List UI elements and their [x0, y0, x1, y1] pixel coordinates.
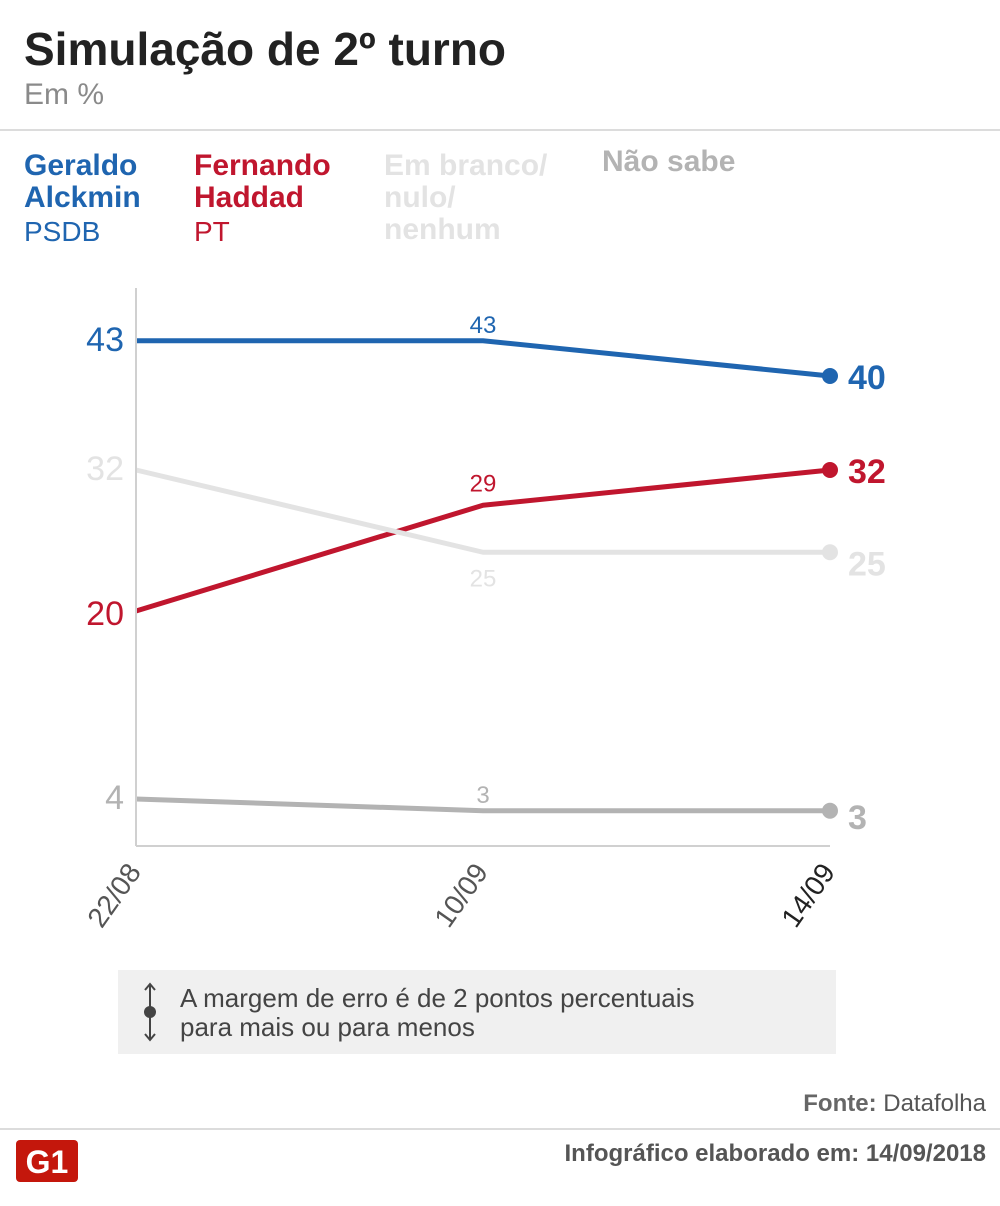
margin-of-error-text: A margem de erro é de 2 pontos percentua…: [180, 983, 695, 1042]
data-label-middle: 3: [476, 782, 489, 809]
source-value: Datafolha: [883, 1090, 986, 1117]
legend-entry-haddad: Fernando Haddad PT: [194, 150, 331, 248]
x-tick-label: 14/09: [775, 858, 841, 933]
legend-party: PSDB: [24, 216, 101, 247]
chart-title: Simulação de 2º turno: [24, 23, 507, 75]
credit-line: Infográfico elaborado em: 14/09/2018: [564, 1140, 987, 1167]
series-end-point-geraldo-alckmin: [822, 368, 838, 384]
g1-logo-background: [16, 1140, 78, 1182]
series-end-point-fernando-haddad: [822, 462, 838, 478]
footer-divider: [0, 1128, 1000, 1130]
legend-entry-nao-sabe: Não sabe: [602, 146, 735, 178]
series-line-geraldo-alckmin: [136, 338, 831, 379]
legend-name: Geraldo Alckmin: [24, 149, 141, 214]
data-label-start: 43: [86, 321, 124, 359]
legend-name: Fernando Haddad: [194, 149, 331, 214]
up-down-arrow-icon: [144, 982, 156, 1042]
source-label: Fonte:: [803, 1090, 877, 1117]
chart-subtitle: Em %: [24, 78, 105, 111]
data-label-start: 20: [86, 595, 124, 633]
data-label-middle: 43: [470, 312, 497, 339]
legend-name: Em branco/ nulo/ nenhum: [384, 149, 548, 246]
data-label-start: 4: [105, 779, 124, 817]
series-line-nao-sabe: [135, 796, 830, 814]
legend-name: Não sabe: [602, 145, 736, 178]
series-end-point-nao-sabe: [822, 802, 838, 819]
x-tick-label: 22/08: [81, 858, 147, 933]
series-line-fernando-haddad: [135, 467, 831, 614]
legend-party: PT: [194, 216, 230, 247]
g1-logo-text: G1: [26, 1144, 69, 1180]
data-label-middle: 29: [470, 470, 497, 497]
data-label-end: 32: [848, 453, 886, 491]
series-end-point-em-branco-nulo-nenhum: [822, 544, 838, 561]
g1-logo[interactable]: G1: [16, 1140, 80, 1184]
data-label-end: 40: [848, 359, 886, 397]
data-label-middle: 25: [470, 565, 497, 592]
series-line-em-branco-nulo-nenhum: [135, 467, 830, 555]
x-tick-label: 10/09: [428, 858, 494, 933]
source-line: Fonte: Datafolha: [803, 1090, 986, 1118]
legend-entry-branco-nulo: Em branco/ nulo/ nenhum: [384, 150, 547, 246]
header-divider: [0, 129, 1000, 131]
data-label-end: 25: [848, 545, 886, 583]
legend-entry-alckmin: Geraldo Alckmin PSDB: [24, 150, 141, 248]
margin-of-error-note: A margem de erro é de 2 pontos percentua…: [118, 970, 836, 1054]
data-label-end: 3: [848, 799, 867, 837]
data-label-start: 32: [86, 450, 124, 488]
